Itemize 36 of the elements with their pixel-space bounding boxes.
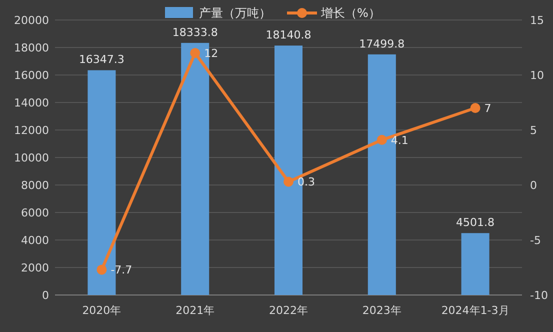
y-tick-label: 6000 [21,206,49,220]
y2-tick-label: 5 [530,124,537,137]
y-tick-label: 18000 [14,42,49,54]
data-label: 18333.8 [172,26,218,39]
y-tick-label: 16000 [14,69,49,82]
x-tick-label: 2021年 [176,304,215,317]
x-tick-label: 2024年1-3月 [441,304,510,317]
data-label: 16347.3 [78,53,124,66]
y-tick-label: 2000 [21,262,49,274]
y2-tick-label: -10 [530,289,548,302]
y-tick-label: 12000 [14,124,49,137]
legend-label: 产量（万吨） [199,6,271,20]
data-label: 4501.8 [456,216,495,230]
y-tick-label: 20000 [14,14,49,27]
y-tick-label: 8000 [21,179,49,192]
x-tick-label: 2022年 [269,304,308,317]
y-tick-label: 10000 [14,152,49,164]
y2-tick-label: 15 [530,14,544,27]
y-tick-label: 14000 [14,96,49,110]
data-label: 7 [484,102,492,115]
x-tick-label: 2020年 [82,304,122,317]
point [376,134,387,145]
y2-tick-label: -5 [530,234,541,247]
point [470,103,480,113]
y2-tick-label: 10 [530,69,544,82]
data-label: 17499.8 [359,37,405,50]
y2-tick-label: 0 [530,179,537,192]
point [190,48,200,58]
point [96,264,107,275]
bar [461,233,490,295]
y-tick-label: 0 [42,289,49,302]
x-tick-label: 2023年 [362,304,402,317]
legend-label: 增长（%） [320,6,380,20]
point [284,176,294,187]
data-label: 18140.8 [266,28,312,42]
y-tick-label: 4000 [21,234,49,247]
